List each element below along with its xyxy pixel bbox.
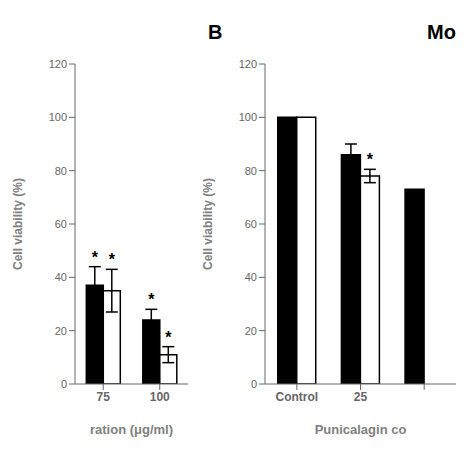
svg-text:80: 80 xyxy=(55,165,67,177)
svg-text:*: * xyxy=(109,251,116,268)
svg-text:*: * xyxy=(148,291,155,308)
svg-text:Cell viability (%): Cell viability (%) xyxy=(201,178,215,270)
svg-text:Control: Control xyxy=(276,390,319,404)
svg-text:80: 80 xyxy=(245,165,257,177)
svg-text:ration (μg/ml): ration (μg/ml) xyxy=(90,422,173,437)
svg-text:75: 75 xyxy=(97,390,111,404)
svg-text:0: 0 xyxy=(251,378,257,390)
svg-text:Punicalagin co: Punicalagin co xyxy=(315,422,407,437)
html-text:Mo: Mo xyxy=(427,21,456,43)
svg-text:40: 40 xyxy=(55,271,67,283)
svg-text:25: 25 xyxy=(354,390,368,404)
svg-text:20: 20 xyxy=(55,325,67,337)
svg-text:Cell viability (%): Cell viability (%) xyxy=(11,178,25,270)
svg-text:100: 100 xyxy=(49,111,67,123)
svg-text:60: 60 xyxy=(245,218,257,230)
svg-text:0: 0 xyxy=(61,378,67,390)
svg-text:*: * xyxy=(92,249,99,266)
svg-text:120: 120 xyxy=(49,58,67,70)
svg-text:*: * xyxy=(165,329,172,346)
svg-text:60: 60 xyxy=(55,218,67,230)
svg-text:100: 100 xyxy=(239,111,257,123)
svg-text:40: 40 xyxy=(245,271,257,283)
html-text:B: B xyxy=(208,21,223,43)
svg-text:20: 20 xyxy=(245,325,257,337)
svg-text:100: 100 xyxy=(150,390,170,404)
svg-text:*: * xyxy=(367,151,374,168)
svg-text:120: 120 xyxy=(239,58,257,70)
